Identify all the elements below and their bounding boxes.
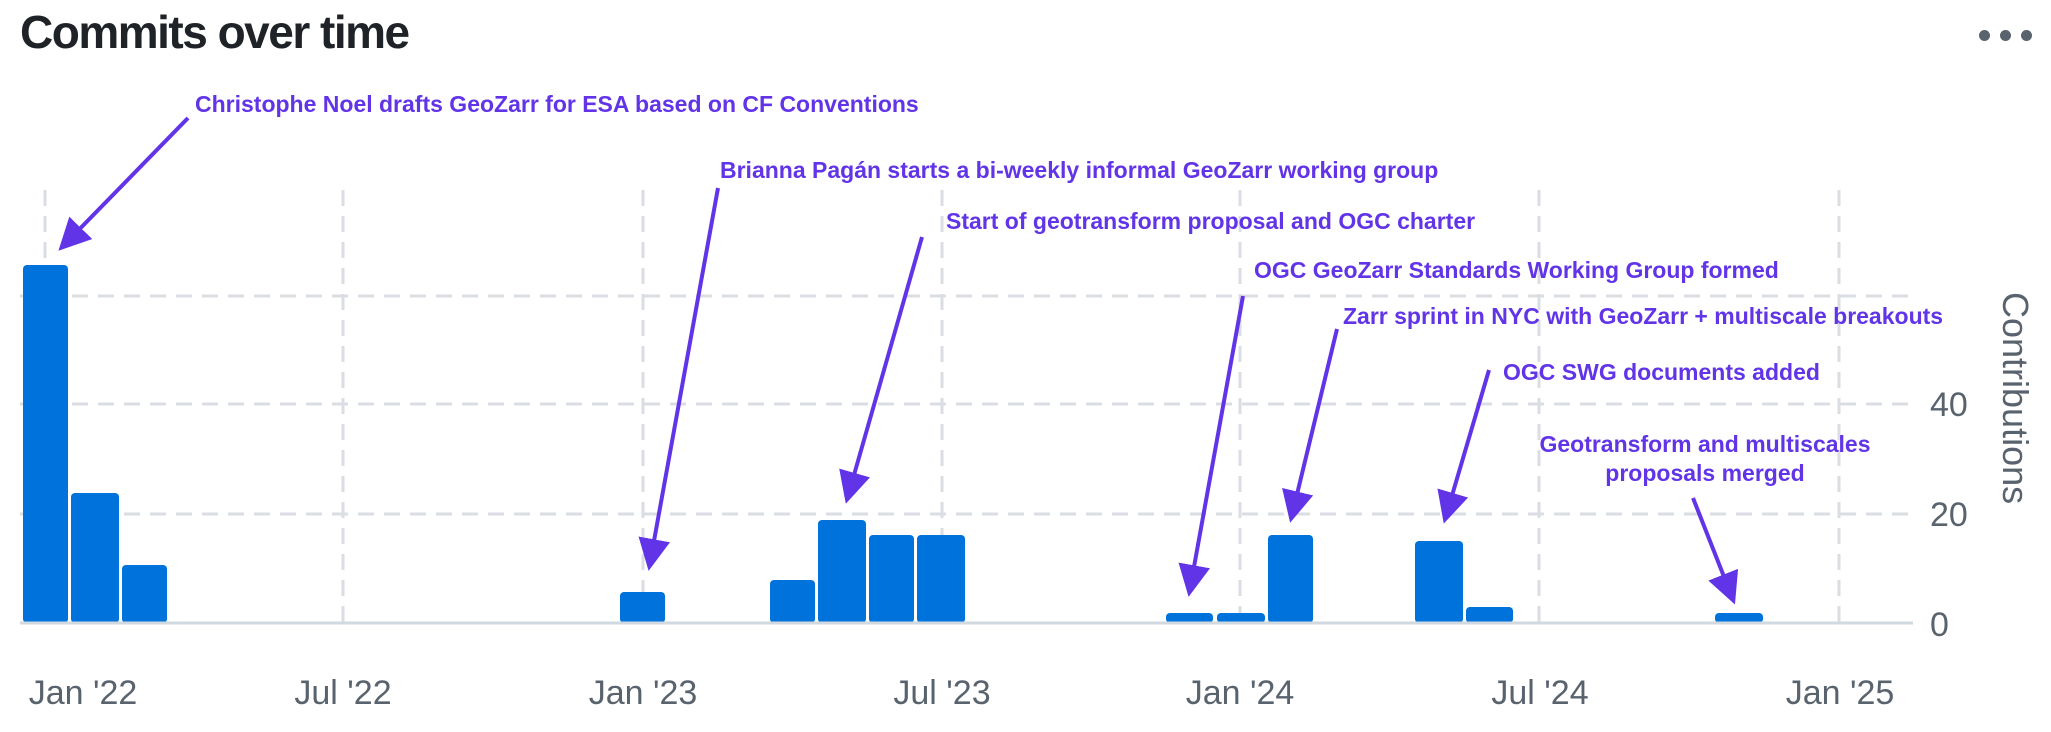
bar-mar-2022[interactable]: [122, 565, 167, 623]
annotation-proposals-merged-line2: proposals merged: [1605, 460, 1804, 486]
kebab-horizontal-icon: [1999, 29, 2011, 41]
bar-jan-2022[interactable]: [23, 265, 68, 623]
bar-jul-2023[interactable]: [917, 535, 965, 623]
kebab-horizontal-icon: [1978, 29, 1990, 41]
bar-feb-2022[interactable]: [71, 493, 119, 623]
arrow-icon: [1691, 497, 1739, 605]
bar-dec-2023[interactable]: [1166, 613, 1213, 623]
arrow-icon: [1437, 369, 1491, 524]
bar-feb-2024[interactable]: [1268, 535, 1313, 623]
x-axis: Jan '22 Jul '22 Jan '23 Jul '23 Jan '24 …: [29, 674, 1895, 712]
bar-jan-2024[interactable]: [1217, 613, 1265, 623]
arrow-icon: [1178, 295, 1245, 597]
annotation-arrows: [58, 116, 1739, 605]
x-tick-jan-22: Jan '22: [29, 674, 138, 712]
annotation-geozarr-draft: Christophe Noel drafts GeoZarr for ESA b…: [195, 91, 919, 117]
y-tick-0: 0: [1930, 606, 1949, 644]
y-axis-title: Contributions: [1995, 292, 2036, 504]
annotation-proposals-merged-line1: Geotransform and multiscales: [1539, 431, 1870, 457]
bar-apr-2023[interactable]: [770, 580, 815, 623]
annotation-ogc-swg-docs: OGC SWG documents added: [1503, 359, 1820, 385]
more-options-button[interactable]: [1975, 20, 2035, 50]
bar-may-2023[interactable]: [818, 520, 866, 623]
y-tick-40: 40: [1930, 386, 1968, 424]
bar-jan-2023[interactable]: [620, 592, 665, 623]
y-axis: 0 20 40 Contributions: [1930, 292, 2036, 644]
annotation-geotransform-proposal: Start of geotransform proposal and OGC c…: [946, 208, 1475, 234]
bar-may-2024[interactable]: [1415, 541, 1463, 623]
kebab-horizontal-icon: [2020, 29, 2032, 41]
x-tick-jul-24: Jul '24: [1491, 674, 1588, 712]
x-tick-jan-23: Jan '23: [589, 674, 698, 712]
annotation-working-group: Brianna Pagán starts a bi-weekly informa…: [720, 157, 1438, 183]
arrow-icon: [638, 187, 720, 571]
arrow-icon: [839, 236, 924, 504]
bar-series: [23, 265, 1763, 623]
horizontal-gridlines: [20, 294, 1913, 516]
arrow-icon: [58, 116, 190, 251]
bar-jun-2024[interactable]: [1466, 607, 1513, 623]
x-tick-jul-22: Jul '22: [294, 674, 391, 712]
page-title: Commits over time: [20, 6, 410, 58]
bar-nov-2024[interactable]: [1715, 613, 1763, 623]
y-tick-20: 20: [1930, 496, 1968, 534]
x-tick-jan-25: Jan '25: [1786, 674, 1895, 712]
bar-jun-2023[interactable]: [869, 535, 914, 623]
arrow-icon: [1282, 328, 1339, 523]
annotation-ogc-swg-formed: OGC GeoZarr Standards Working Group form…: [1254, 257, 1779, 283]
x-tick-jul-23: Jul '23: [893, 674, 990, 712]
x-tick-jan-24: Jan '24: [1186, 674, 1295, 712]
annotations: Christophe Noel drafts GeoZarr for ESA b…: [195, 91, 1943, 486]
annotation-zarr-sprint: Zarr sprint in NYC with GeoZarr + multis…: [1343, 303, 1943, 329]
